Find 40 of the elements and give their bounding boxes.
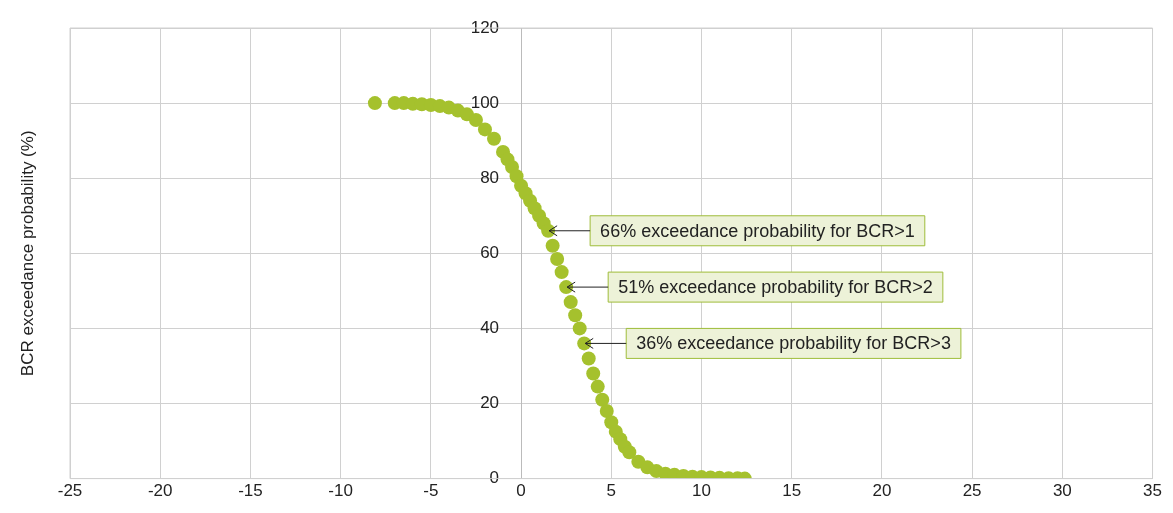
point [367, 96, 382, 111]
y-tick-label: 0 [489, 468, 500, 488]
point [554, 265, 569, 280]
y-tick-label: 120 [470, 17, 500, 37]
point [572, 321, 587, 336]
point [563, 295, 578, 310]
point [568, 308, 583, 323]
y-tick-label: 40 [480, 318, 500, 338]
x-tick-label: 35 [1143, 481, 1163, 501]
x-tick-label: 0 [516, 481, 526, 501]
point [622, 445, 637, 460]
point [590, 379, 605, 394]
x-tick-label: 10 [692, 481, 711, 501]
annotation: 36% exceedance probability for BCR>3 [636, 333, 951, 354]
point [581, 351, 596, 366]
annotation: 51% exceedance probability for BCR>2 [618, 277, 933, 298]
point [487, 131, 501, 146]
y-tick-label: 80 [480, 167, 500, 187]
x-tick-label: -15 [238, 481, 263, 501]
y-axis-title: BCR exceedance probability (%) [17, 130, 37, 377]
point [545, 238, 560, 253]
x-tick-label: -5 [423, 481, 439, 501]
x-tick-label: -20 [147, 481, 173, 501]
x-tick-label: 30 [1052, 481, 1072, 501]
x-tick-label: 5 [606, 481, 617, 501]
annotation: 66% exceedance probability for BCR>1 [600, 220, 915, 241]
point [468, 113, 483, 127]
point [595, 392, 610, 407]
y-tick-label: 100 [470, 92, 500, 112]
point [586, 366, 601, 381]
x-tick-label: 15 [782, 481, 802, 501]
point [550, 251, 565, 266]
point [599, 404, 614, 419]
y-tick-label: 60 [480, 242, 500, 262]
x-tick-label: -10 [328, 481, 353, 501]
x-tick-label: -25 [57, 481, 83, 501]
point [477, 122, 492, 137]
x-tick-label: 20 [872, 481, 892, 501]
x-tick-label: 25 [962, 481, 982, 501]
y-tick-label: 20 [480, 393, 500, 413]
